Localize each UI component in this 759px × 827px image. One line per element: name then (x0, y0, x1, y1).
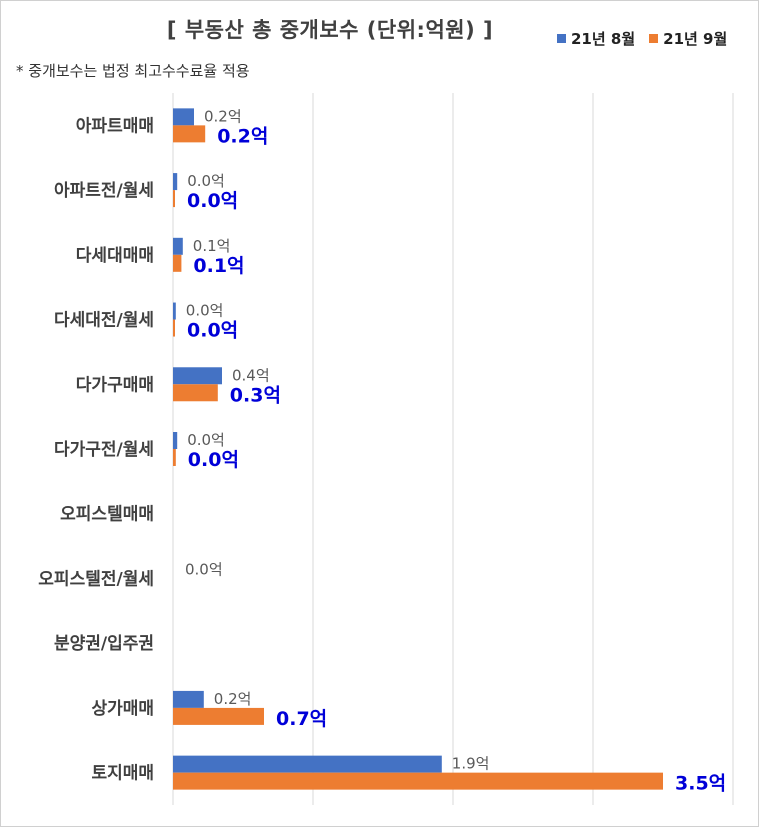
legend-label-aug: 21년 8월 (571, 30, 636, 48)
data-label-aug: 1.9억 (452, 755, 490, 773)
data-label-sep: 0.3억 (230, 384, 281, 406)
bar-aug (173, 173, 178, 191)
legend-swatch-sep (649, 34, 659, 43)
bar-aug (173, 302, 176, 320)
bar-aug (173, 108, 194, 126)
category-label: 상가매매 (91, 699, 154, 719)
chart-legend: 21년 8월 21년 9월 (557, 28, 727, 49)
data-label-aug: 0.0억 (186, 302, 224, 320)
bar-sep (173, 449, 176, 466)
legend-item-sep: 21년 9월 (649, 28, 727, 49)
data-label-sep: 0.7억 (276, 708, 327, 730)
legend-swatch-aug (557, 34, 566, 43)
data-label-sep: 0.1억 (193, 255, 244, 277)
data-label-aug: 0.1억 (193, 237, 231, 255)
category-label: 분양권/입주권 (54, 634, 154, 654)
bar-sep (173, 319, 175, 337)
category-label: 토지매매 (91, 764, 154, 784)
category-label: 오피스텔매매 (60, 505, 154, 525)
legend-item-aug: 21년 8월 (557, 28, 635, 49)
data-label-aug: 0.0억 (187, 172, 225, 190)
category-label: 오피스텔전/월세 (38, 569, 154, 589)
data-label-aug: 0.4억 (232, 366, 270, 384)
bar-sep (173, 707, 264, 725)
bar-aug (173, 432, 178, 449)
bar-aug (173, 755, 442, 773)
chart-title: [ 부동산 총 중개보수 (단위:억원) ] (166, 18, 494, 42)
category-label: 다가구전/월세 (54, 440, 154, 460)
bar-sep (173, 125, 206, 143)
category-label: 아파트전/월세 (54, 181, 154, 201)
data-label-aug: 0.0억 (185, 560, 223, 578)
category-label: 다가구매매 (76, 375, 154, 395)
bar-aug (173, 237, 183, 255)
data-label-sep: 0.0억 (187, 190, 238, 212)
category-label: 다세대매매 (76, 246, 154, 266)
bar-sep (173, 384, 218, 402)
data-label-sep: 0.0억 (188, 449, 239, 471)
data-label-sep: 3.5억 (675, 773, 726, 795)
chart-note: * 중개보수는 법정 최고수수료율 적용 (16, 62, 250, 80)
legend-label-sep: 21년 9월 (663, 30, 728, 48)
data-label-sep: 0.0억 (187, 320, 238, 342)
data-label-sep: 0.2억 (217, 125, 268, 147)
bar-aug (173, 690, 204, 708)
data-label-aug: 0.0억 (187, 431, 225, 449)
bar-aug (173, 367, 222, 385)
data-label-aug: 0.2억 (214, 690, 252, 708)
category-label: 아파트매매 (76, 116, 154, 136)
bar-sep (173, 772, 663, 790)
bar-sep (173, 254, 182, 272)
category-label: 다세대전/월세 (54, 311, 154, 331)
data-label-aug: 0.2억 (204, 107, 242, 125)
bar-sep (173, 190, 175, 208)
